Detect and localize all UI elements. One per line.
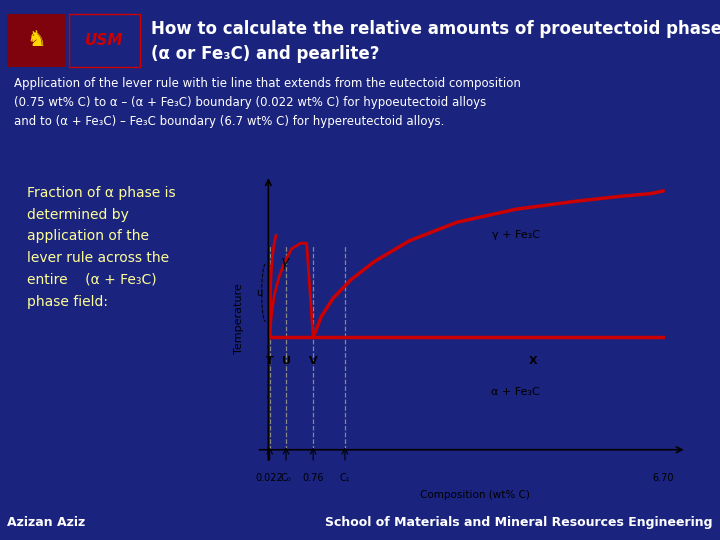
Text: Azizan Aziz: Azizan Aziz: [7, 516, 86, 529]
Text: T: T: [266, 356, 274, 366]
Text: α + Fe₃C: α + Fe₃C: [492, 387, 540, 397]
Text: U: U: [282, 356, 291, 366]
Text: Application of the lever rule with tie line that extends from the eutectoid comp: Application of the lever rule with tie l…: [14, 77, 521, 129]
Text: X: X: [529, 356, 538, 366]
Text: 0.022: 0.022: [256, 473, 284, 483]
Text: Temperature: Temperature: [234, 284, 244, 354]
Text: USM: USM: [85, 33, 124, 48]
Text: 6.70: 6.70: [652, 473, 674, 483]
Text: u: u: [256, 288, 263, 298]
Bar: [7, 14, 65, 67]
Bar: [69, 14, 140, 67]
Text: C₁: C₁: [340, 473, 350, 483]
Text: 0.76: 0.76: [302, 473, 324, 483]
Text: School of Materials and Mineral Resources Engineering: School of Materials and Mineral Resource…: [325, 516, 713, 529]
Text: How to calculate the relative amounts of proeutectoid phase
(α or Fe₃C) and pear: How to calculate the relative amounts of…: [151, 19, 720, 63]
Text: γ: γ: [281, 254, 289, 268]
Text: V: V: [309, 356, 318, 366]
Text: γ + Fe₃C: γ + Fe₃C: [492, 231, 540, 240]
Text: Composition (wt% C): Composition (wt% C): [420, 490, 529, 500]
Text: ♞: ♞: [26, 30, 46, 51]
Text: Fraction of α phase is
determined by
application of the
lever rule across the
en: Fraction of α phase is determined by app…: [27, 186, 176, 308]
Text: C₀: C₀: [281, 473, 292, 483]
